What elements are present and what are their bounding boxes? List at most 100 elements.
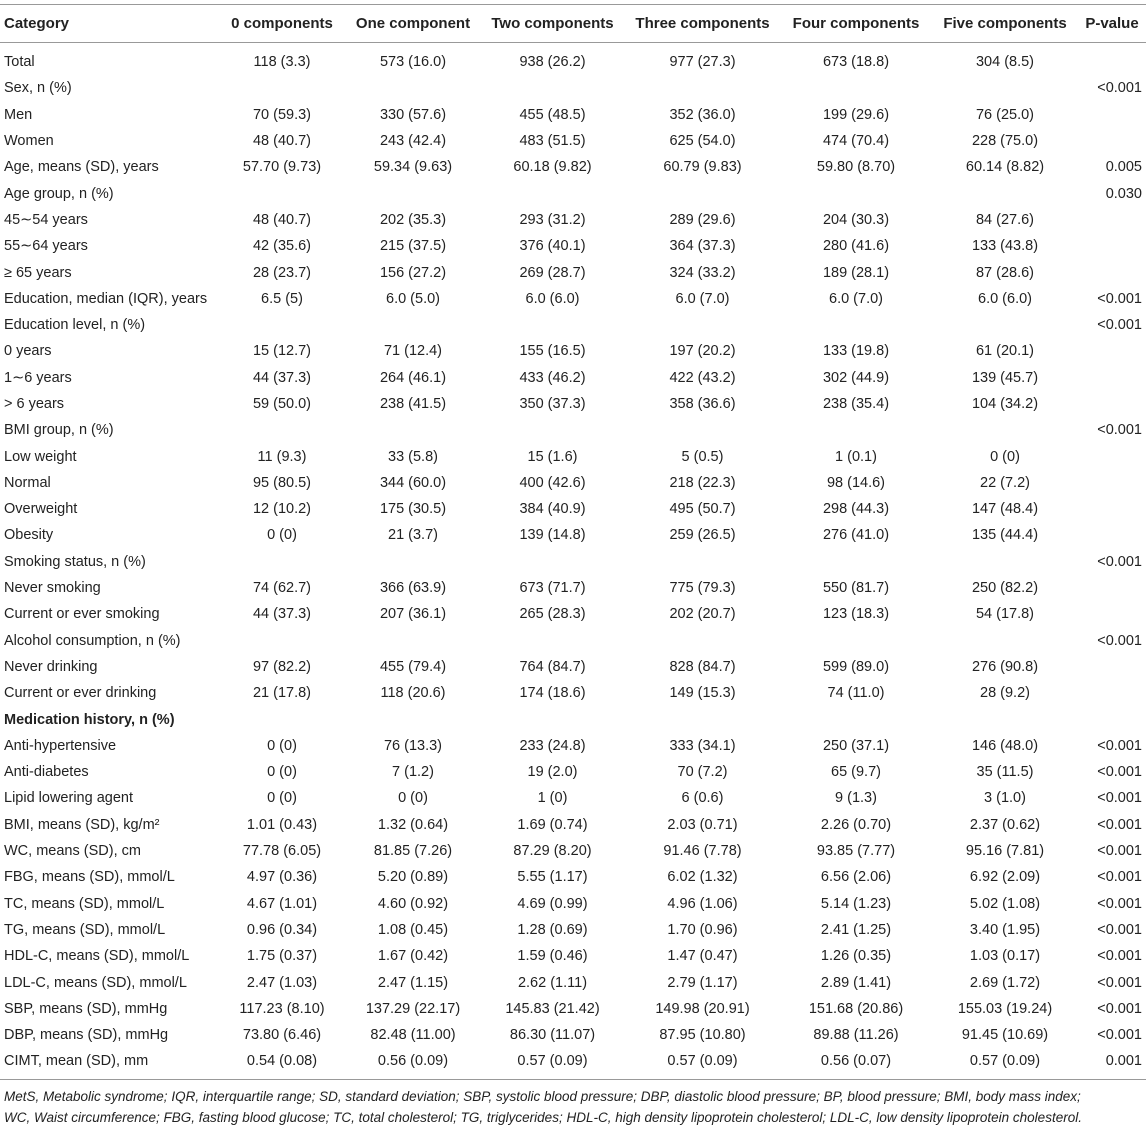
table-cell: 1 (0): [537, 790, 568, 807]
table-cell: 146 (48.0): [971, 737, 1039, 754]
table-cell: [1078, 43, 1146, 76]
table-row: Smoking status, n (%) <0.001: [0, 549, 1146, 575]
table-row: Never smoking 74 (62.7) 366 (63.9) 673 (71.…: [0, 575, 1146, 601]
row-label: Age group, n (%): [4, 185, 114, 202]
table-cell: <0.001: [1097, 80, 1142, 97]
table-cell: 4.67 (1.01): [246, 895, 318, 912]
table-cell: 376 (40.1): [519, 238, 586, 255]
table-row: Education level, n (%) <0.001: [0, 312, 1146, 338]
table-cell: 15 (1.6): [527, 448, 578, 465]
table-cell: [480, 312, 625, 338]
row-label: Normal: [4, 474, 51, 491]
table-cell: 133 (19.8): [822, 343, 890, 360]
header-cell: Three components: [625, 4, 780, 43]
table-cell: [780, 312, 932, 338]
table-cell: 145.83 (21.42): [505, 1000, 600, 1017]
table-row: Low weight 11 (9.3) 33 (5.8) 15 (1.6) 5 (0.5…: [0, 443, 1146, 469]
table-row: Age group, n (%) 0.030: [0, 180, 1146, 206]
table-cell: <0.001: [1097, 1027, 1142, 1044]
table-cell: 54 (17.8): [975, 606, 1035, 623]
table-cell: 4.69 (0.99): [517, 895, 588, 912]
table-cell: [932, 706, 1078, 732]
table-cell: 1 (0.1): [835, 448, 877, 465]
table-cell: 59 (50.0): [252, 396, 312, 412]
table-cell: [218, 180, 346, 206]
row-label: Never drinking: [4, 658, 98, 675]
table-cell: 199 (29.6): [822, 106, 890, 123]
row-label: ≥ 65 years: [4, 264, 72, 281]
table-row: TC, means (SD), mmol/L 4.67 (1.01) 4.60 (0…: [0, 891, 1146, 917]
table-cell: [625, 549, 780, 575]
table-cell: [625, 75, 780, 101]
table-cell: 28 (9.2): [980, 685, 1030, 702]
table-row: HDL-C, means (SD), mmol/L 1.75 (0.37) 1.67…: [0, 943, 1146, 969]
table-cell: [1078, 259, 1146, 285]
table-cell: 76 (13.3): [383, 737, 443, 754]
row-label: 45∼54 years: [4, 211, 88, 228]
table-cell: 3 (1.0): [984, 790, 1026, 807]
table-cell: 2.41 (1.25): [820, 921, 892, 938]
table-cell: 0.56 (0.09): [346, 1048, 480, 1080]
table-cell: 228 (75.0): [971, 133, 1039, 150]
table-cell: 174 (18.6): [519, 685, 586, 702]
table-cell: [480, 417, 625, 443]
table-cell: 28 (23.7): [252, 264, 312, 281]
table-cell: 333 (34.1): [669, 737, 736, 754]
header-cell: Four components: [780, 4, 932, 43]
table-cell: 155.03 (19.24): [957, 1000, 1053, 1017]
table-cell: [1078, 365, 1146, 391]
table-cell: [780, 417, 932, 443]
table-cell: [1078, 575, 1146, 601]
table-cell: <0.001: [1097, 737, 1142, 754]
table-cell: 6.02 (1.32): [667, 869, 738, 886]
row-label: 1∼6 years: [4, 369, 72, 386]
table-cell: [625, 180, 780, 206]
table-cell: 2.03 (0.71): [667, 816, 738, 833]
table-cell: 0.030: [1105, 185, 1142, 202]
table-cell: 71 (12.4): [383, 343, 443, 360]
table-cell: 86.30 (11.07): [509, 1027, 596, 1044]
table-cell: 6 (0.6): [681, 790, 724, 807]
table-cell: [932, 549, 1078, 575]
table-cell: 6.0 (7.0): [675, 290, 730, 307]
table-cell: 175 (30.5): [379, 501, 447, 518]
table-cell: 147 (48.4): [971, 501, 1039, 518]
table-cell: <0.001: [1097, 790, 1142, 807]
table-row: DBP, means (SD), mmHg 73.80 (6.46) 82.48 (…: [0, 1022, 1146, 1048]
table-cell: 15 (12.7): [252, 343, 312, 360]
table-cell: 2.47 (1.15): [377, 974, 449, 991]
table-cell: 60.18 (9.82): [513, 159, 592, 176]
row-label: CIMT, mean (SD), mm: [0, 1048, 218, 1080]
table-cell: 149 (15.3): [669, 685, 736, 702]
table-cell: 280 (41.6): [822, 238, 890, 255]
table-cell: [480, 549, 625, 575]
table-cell: [780, 549, 932, 575]
table-cell: 4.97 (0.36): [246, 869, 318, 886]
row-label: Anti-diabetes: [4, 764, 89, 781]
table-row: Women 48 (40.7) 243 (42.4) 483 (51.5) 625 (5…: [0, 128, 1146, 154]
table-cell: 42 (35.6): [252, 238, 312, 255]
table-cell: [1078, 233, 1146, 259]
table-cell: 302 (44.9): [822, 369, 890, 386]
table-cell: 91.45 (10.69): [961, 1027, 1049, 1044]
table-row: Normal 95 (80.5) 344 (60.0) 400 (42.6) 218 (…: [0, 470, 1146, 496]
table-cell: 118 (20.6): [380, 685, 446, 702]
row-label: Obesity: [4, 527, 54, 544]
table-cell: 77.78 (6.05): [242, 843, 322, 860]
table-cell: 19 (2.0): [527, 764, 578, 781]
table-cell: 74 (62.7): [252, 580, 312, 597]
table-cell: 0.56 (0.07): [780, 1048, 932, 1080]
table-row: FBG, means (SD), mmol/L 4.97 (0.36) 5.20 (…: [0, 864, 1146, 890]
table-cell: 1.28 (0.69): [517, 921, 588, 938]
table-cell: 324 (33.2): [669, 264, 736, 281]
table-cell: 133 (43.8): [971, 238, 1039, 255]
table-cell: [1078, 102, 1146, 128]
table-cell: 60.14 (8.82): [965, 159, 1045, 176]
table-cell: 0 (0): [398, 790, 428, 807]
table-row: BMI group, n (%) <0.001: [0, 417, 1146, 443]
table-cell: 6.0 (5.0): [386, 290, 440, 307]
row-label: Anti-hypertensive: [4, 737, 117, 754]
table-cell: 5.20 (0.89): [377, 869, 449, 886]
row-label: HDL-C, means (SD), mmol/L: [4, 948, 190, 965]
table-cell: [480, 706, 625, 732]
